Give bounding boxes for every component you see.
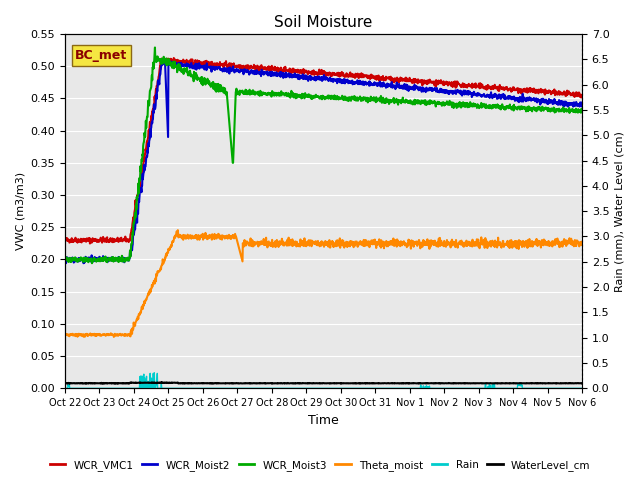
X-axis label: Time: Time xyxy=(308,414,339,427)
Y-axis label: Rain (mm), Water Level (cm): Rain (mm), Water Level (cm) xyxy=(615,131,625,291)
Y-axis label: VWC (m3/m3): VWC (m3/m3) xyxy=(15,172,25,250)
Text: BC_met: BC_met xyxy=(76,49,127,62)
Legend: WCR_VMC1, WCR_Moist2, WCR_Moist3, Theta_moist, Rain, WaterLevel_cm: WCR_VMC1, WCR_Moist2, WCR_Moist3, Theta_… xyxy=(45,456,595,475)
Title: Soil Moisture: Soil Moisture xyxy=(275,15,372,30)
